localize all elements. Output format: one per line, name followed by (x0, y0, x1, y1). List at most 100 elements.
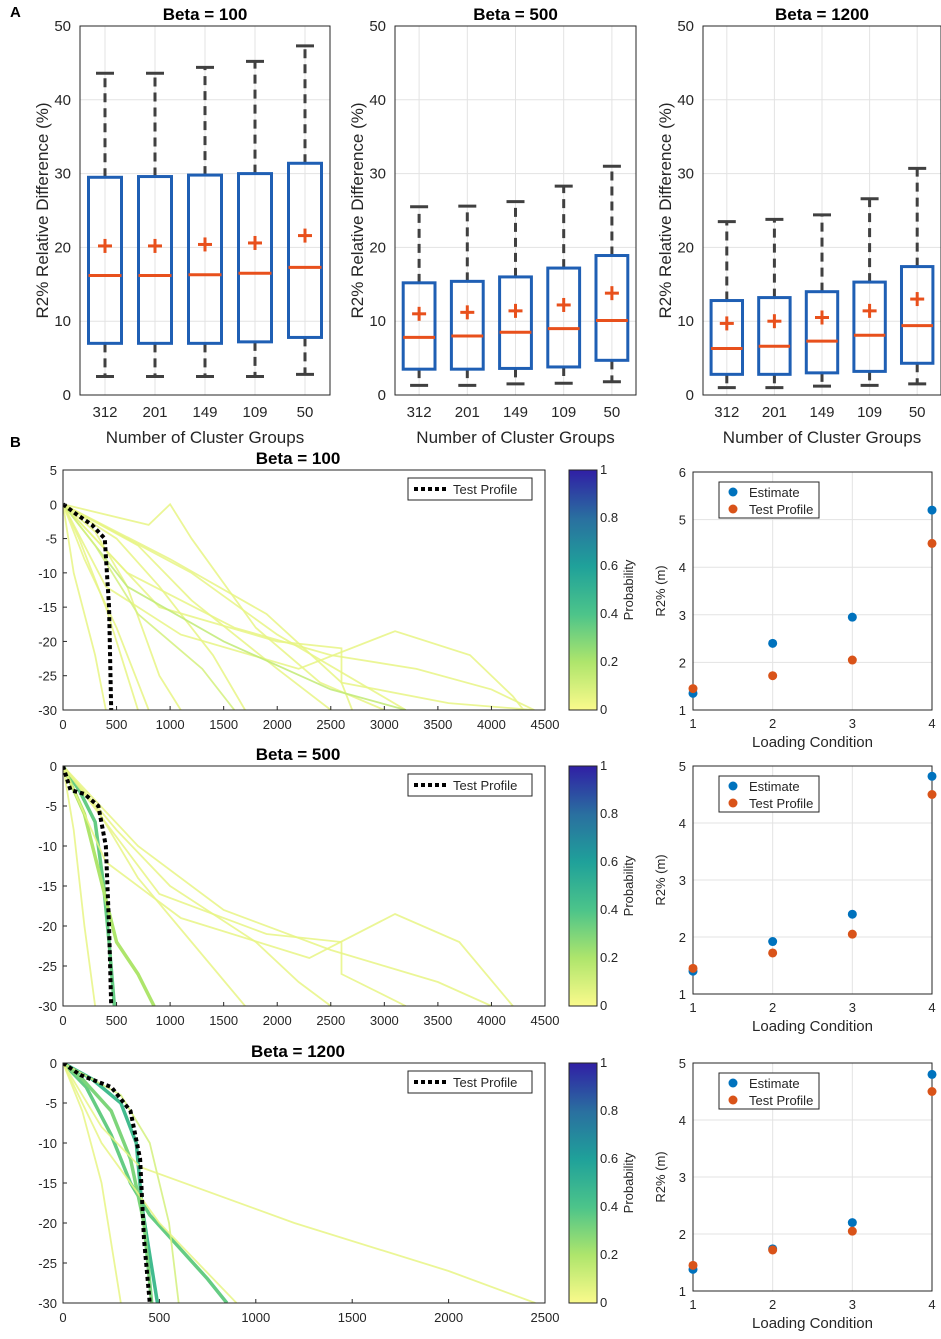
x-axis-label: Number of Cluster Groups (416, 428, 614, 447)
estimate-point (768, 937, 778, 947)
box (187, 173, 223, 345)
x-tick-label: 4 (928, 1000, 935, 1015)
estimate-point (847, 1218, 857, 1228)
colorbar-label: Probability (621, 1152, 636, 1213)
x-tick-label: 109 (242, 404, 267, 421)
y-tick-label: 0 (50, 1056, 57, 1071)
legend-label: Test Profile (749, 1093, 813, 1108)
y-tick-label: -10 (38, 839, 57, 854)
colorbar-tick-label: 0.2 (600, 654, 618, 669)
chart-title: Beta = 500 (473, 5, 558, 24)
colorbar-tick-label: 0.6 (600, 1151, 618, 1166)
y-tick-label: 5 (679, 1056, 686, 1071)
x-tick-label: 2 (769, 716, 776, 731)
box (899, 265, 935, 365)
profile-line (63, 503, 535, 710)
x-tick-label: 1 (689, 1297, 696, 1312)
profile-lines (63, 1063, 536, 1303)
x-tick-label: 312 (92, 404, 117, 421)
chart-title: Beta = 100 (163, 5, 248, 24)
legend-marker (728, 487, 738, 497)
estimate-point (927, 505, 937, 515)
y-tick-label: -5 (45, 799, 57, 814)
x-tick-label: 2500 (531, 1310, 560, 1325)
profile-lines (63, 766, 514, 1006)
x-tick-label: 3500 (423, 1013, 452, 1028)
test-profile-point (847, 655, 857, 665)
profile-line (63, 503, 407, 710)
x-tick-label: 149 (503, 404, 528, 421)
x-tick-label: 2000 (263, 717, 292, 732)
legend-marker (728, 1095, 738, 1105)
profile-line (63, 503, 525, 710)
x-tick-label: 2500 (316, 1013, 345, 1028)
test-profile-point (847, 1226, 857, 1236)
box (546, 266, 582, 369)
legend-label: Estimate (749, 1076, 800, 1091)
box (757, 296, 792, 376)
y-axis-label: R2% (m) (653, 854, 668, 905)
y-tick-label: 50 (369, 18, 386, 35)
x-tick-label: 1500 (209, 1013, 238, 1028)
y-tick-label: 0 (686, 387, 694, 404)
profile-line (63, 503, 246, 710)
x-tick-label: 3 (849, 1000, 856, 1015)
x-axis-label: Loading Condition (752, 734, 873, 751)
profile-lines (63, 502, 535, 710)
colorbar-tick-label: 0.8 (600, 806, 618, 821)
y-tick-label: -10 (38, 566, 57, 581)
y-tick-label: 1 (679, 1284, 686, 1299)
chart-title: Beta = 500 (256, 745, 341, 764)
y-tick-label: 1 (679, 703, 686, 718)
estimate-point (768, 638, 778, 648)
colorbar-tick-label: 0 (600, 998, 607, 1013)
plot-background (63, 766, 545, 1006)
y-tick-label: 30 (677, 166, 694, 183)
x-tick-label: 3000 (370, 1013, 399, 1028)
x-tick-label: 3 (849, 716, 856, 731)
test-profile-point (688, 963, 698, 973)
y-tick-label: -25 (38, 959, 57, 974)
colorbar-tick-label: 0 (600, 1295, 607, 1310)
y-tick-label: -15 (38, 1176, 57, 1191)
panel-label-b: B (10, 434, 21, 451)
profile-line (63, 503, 406, 710)
profile-line (63, 766, 246, 1006)
y-tick-label: 2 (679, 655, 686, 670)
colorbar-label: Probability (621, 559, 636, 620)
chart-title: Beta = 100 (256, 449, 341, 468)
scatter-chart-1: 1 2 3 4 1 2 3 4 5 6 Estimate Test Profile Loading Co… (653, 465, 937, 751)
axes-frame (692, 1062, 933, 1292)
y-tick-label: 40 (369, 92, 386, 109)
box (137, 175, 173, 345)
test-profile-point (768, 671, 778, 681)
y-tick-label: 40 (54, 92, 71, 109)
y-tick-label: -25 (38, 1256, 57, 1271)
axes-frame (62, 469, 546, 711)
y-tick-label: -20 (38, 919, 57, 934)
test-profile-line (63, 1063, 152, 1303)
x-tick-label: 1000 (241, 1310, 270, 1325)
profile-chart-3: 0 500 1000 1500 2000 2500 0 -5 -10 -15 -20 -25 -30 Be… (38, 1042, 636, 1325)
y-tick-label: 5 (679, 513, 686, 528)
legend-label: Test Profile (453, 482, 517, 497)
colorbar-tick-label: 0.4 (600, 1199, 618, 1214)
x-tick-label: 3000 (370, 717, 399, 732)
test-profile-point (688, 1260, 698, 1270)
x-tick-label: 2 (769, 1000, 776, 1015)
test-profile-point (927, 538, 937, 548)
y-tick-label: 0 (378, 387, 386, 404)
y-tick-label: -20 (38, 1216, 57, 1231)
y-axis-label: R2% Relative Difference (%) (348, 102, 367, 318)
legend-marker (728, 798, 738, 808)
y-tick-label: 4 (679, 1113, 686, 1128)
legend-label: Test Profile (749, 502, 813, 517)
y-tick-label: -30 (38, 703, 57, 718)
colorbar-tick-label: 0.8 (600, 1103, 618, 1118)
colorbar-tick-label: 0.4 (600, 902, 618, 917)
x-tick-label: 500 (106, 717, 128, 732)
boxplot-2: 0 10 20 30 40 50 312 201 149 109 50 Beta = 500 Numbe… (348, 5, 637, 447)
y-tick-label: 0 (50, 497, 57, 512)
